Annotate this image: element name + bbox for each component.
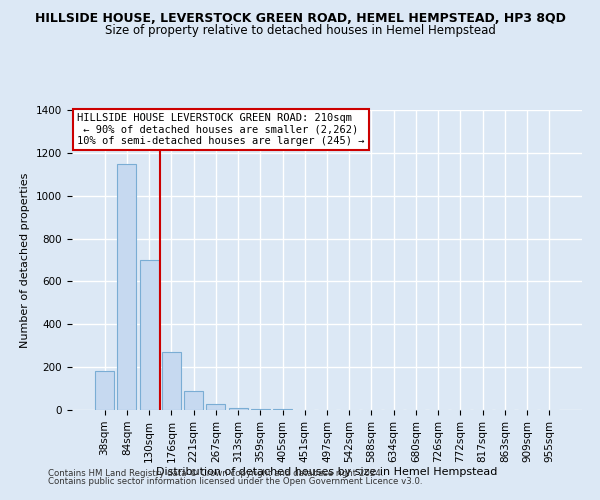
Y-axis label: Number of detached properties: Number of detached properties bbox=[20, 172, 31, 348]
Bar bbox=[118, 164, 136, 410]
Text: HILLSIDE HOUSE LEVERSTOCK GREEN ROAD: 210sqm
 ← 90% of detached houses are small: HILLSIDE HOUSE LEVERSTOCK GREEN ROAD: 21… bbox=[77, 113, 365, 146]
Text: Size of property relative to detached houses in Hemel Hempstead: Size of property relative to detached ho… bbox=[104, 24, 496, 37]
Bar bbox=[95, 371, 114, 410]
Text: Contains HM Land Registry data © Crown copyright and database right 2024.: Contains HM Land Registry data © Crown c… bbox=[48, 468, 383, 477]
Bar bbox=[184, 390, 203, 410]
Text: HILLSIDE HOUSE, LEVERSTOCK GREEN ROAD, HEMEL HEMPSTEAD, HP3 8QD: HILLSIDE HOUSE, LEVERSTOCK GREEN ROAD, H… bbox=[35, 12, 565, 26]
Bar bbox=[140, 260, 158, 410]
Bar bbox=[251, 409, 270, 410]
Bar bbox=[162, 352, 181, 410]
X-axis label: Distribution of detached houses by size in Hemel Hempstead: Distribution of detached houses by size … bbox=[157, 468, 497, 477]
Bar bbox=[229, 408, 248, 410]
Bar bbox=[206, 404, 225, 410]
Text: Contains public sector information licensed under the Open Government Licence v3: Contains public sector information licen… bbox=[48, 477, 422, 486]
